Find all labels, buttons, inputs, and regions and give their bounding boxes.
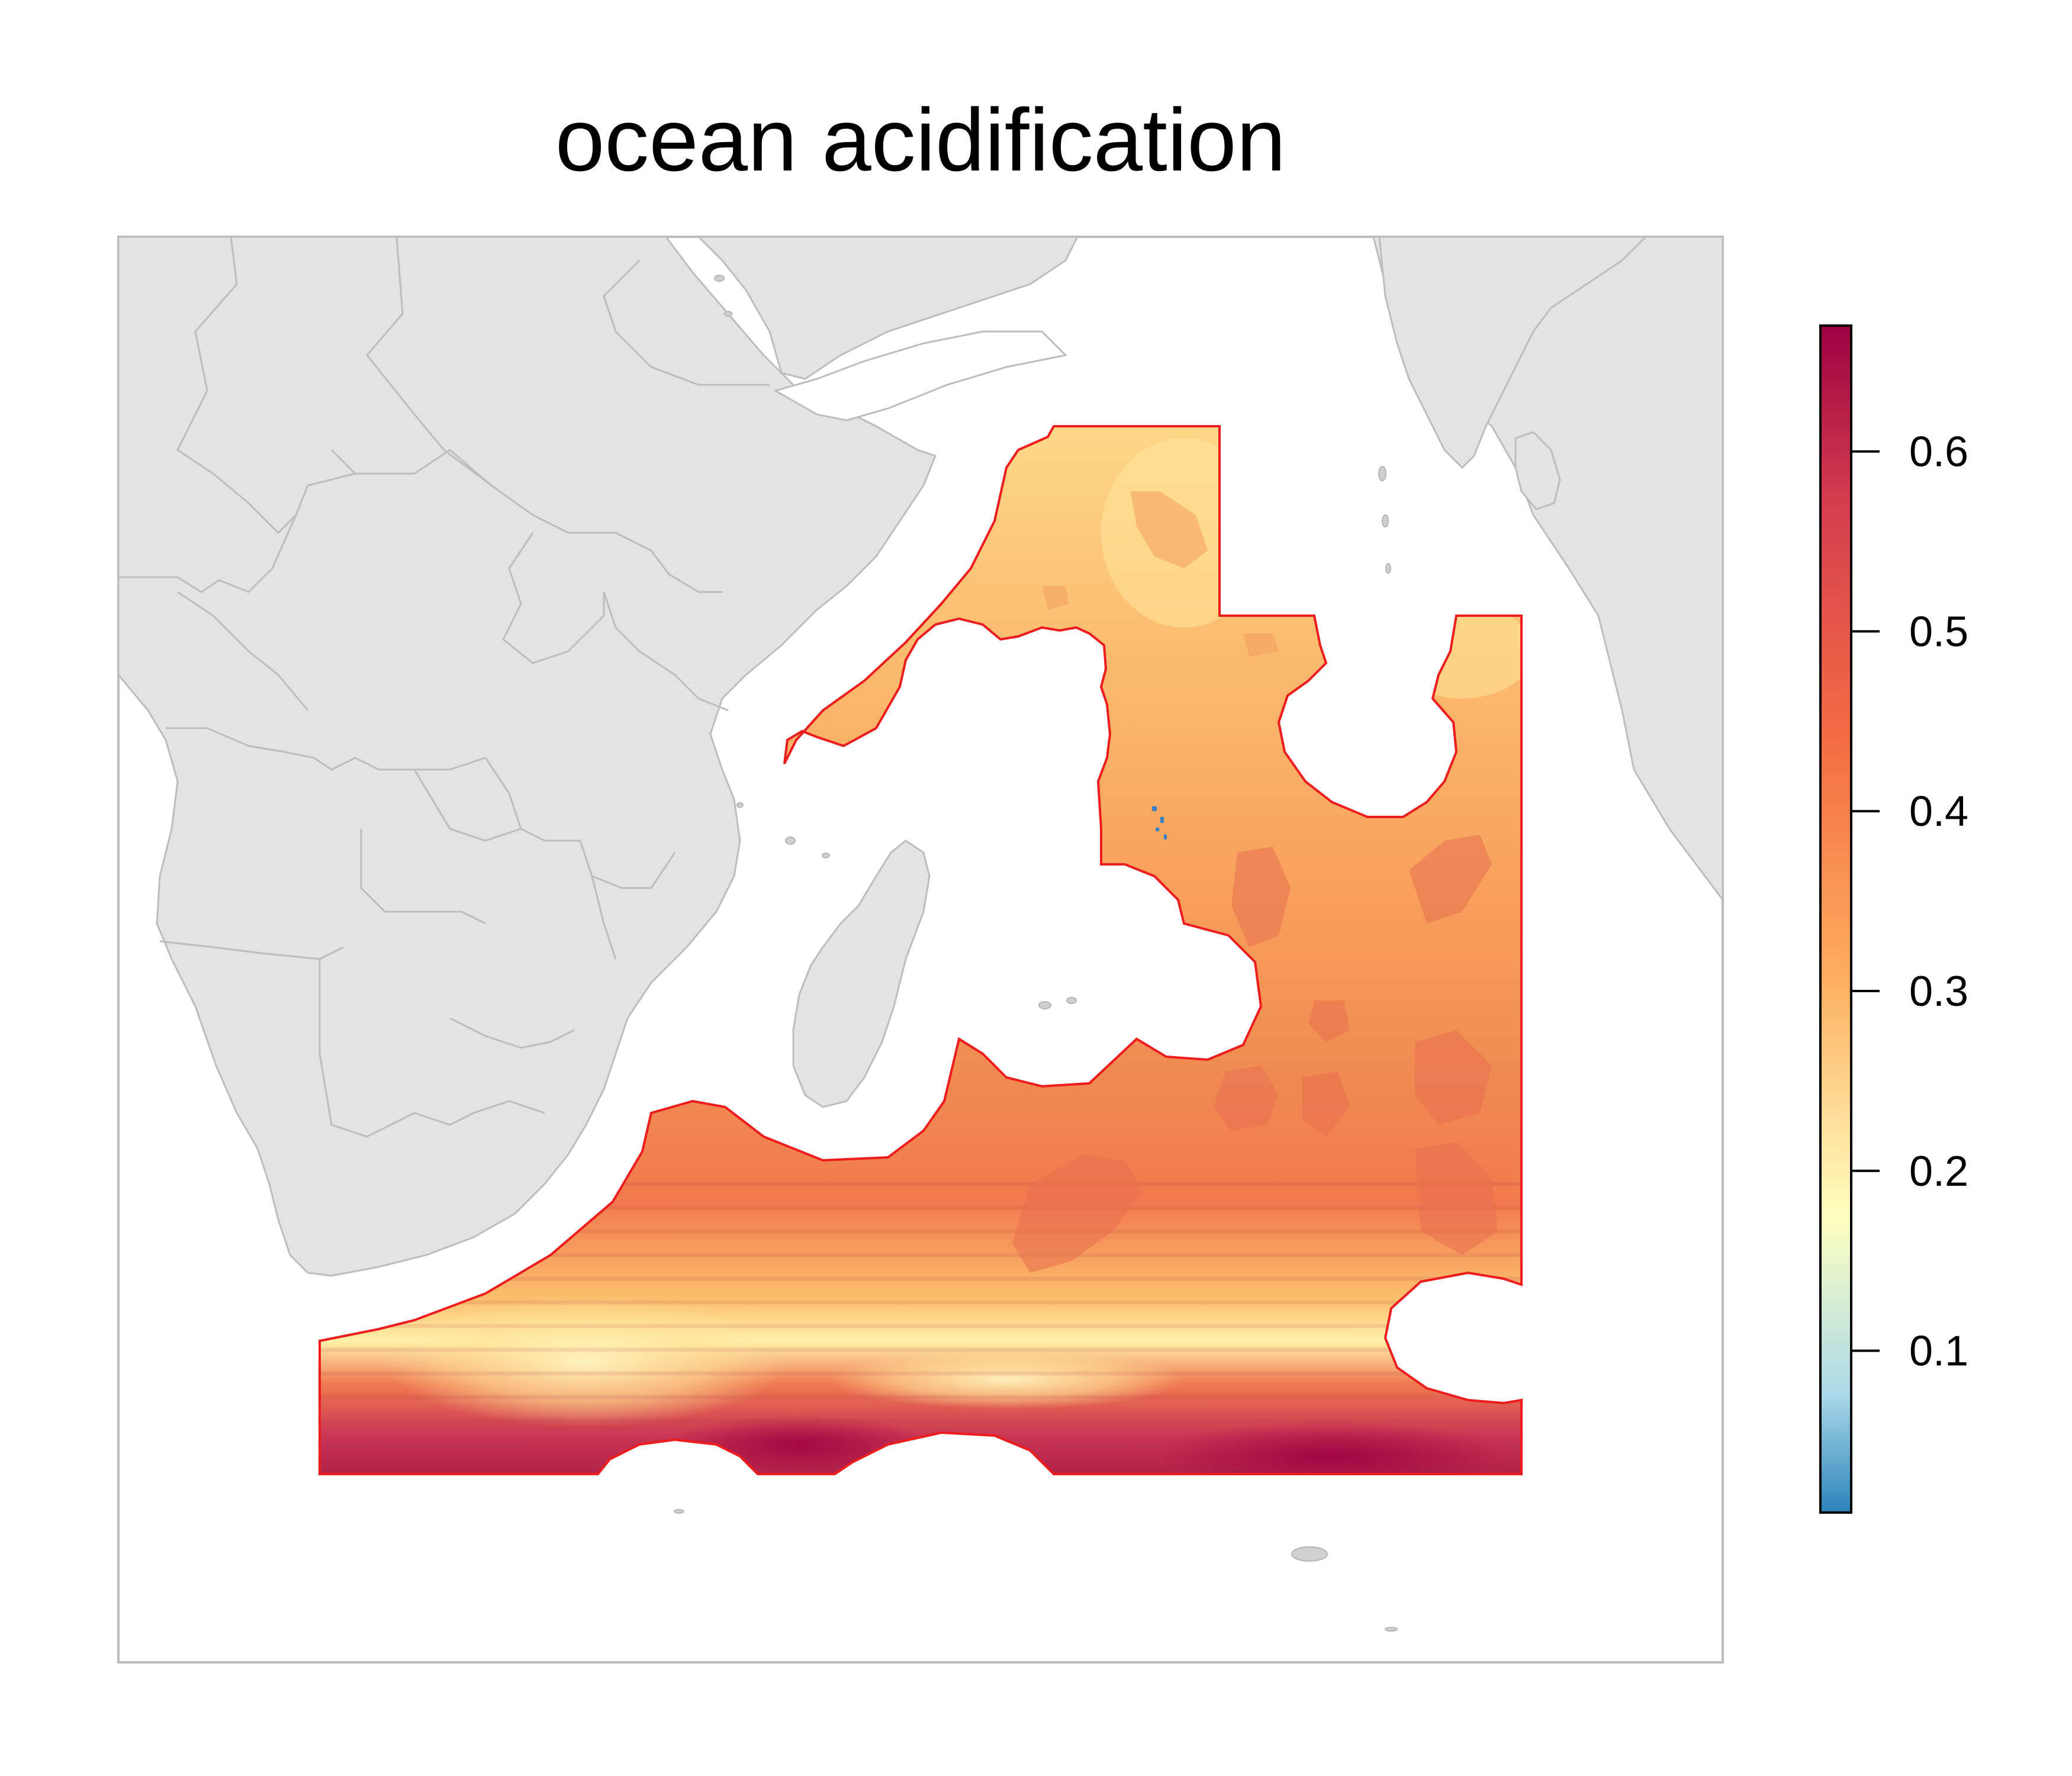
country-borders [118, 237, 770, 1138]
land-layer [118, 237, 1723, 1632]
map-title: ocean acidification [555, 90, 1286, 189]
color-legend: 0.1 0.2 0.3 0.4 0.5 0.6 [1819, 324, 1968, 1514]
low-value-specks [1152, 806, 1167, 839]
africa-landmass [118, 237, 937, 1277]
legend-tick-label: 0.5 [1909, 608, 1968, 655]
gulf-of-aden [773, 330, 1068, 422]
legend-tick-label: 0.3 [1909, 968, 1968, 1015]
legend-tick-label: 0.4 [1909, 788, 1968, 835]
small-islands [674, 275, 1398, 1632]
legend-tick-label: 0.6 [1909, 429, 1968, 476]
sri-lanka-landmass [1514, 431, 1561, 510]
seamount-patches [1012, 835, 1498, 1273]
legend-tick-label: 0.1 [1909, 1328, 1968, 1375]
india-landmass [1378, 237, 1648, 469]
legend-color-bar [1819, 324, 1852, 1514]
madagascar-landmass [792, 839, 931, 1108]
legend-tick-label: 0.2 [1909, 1148, 1968, 1195]
